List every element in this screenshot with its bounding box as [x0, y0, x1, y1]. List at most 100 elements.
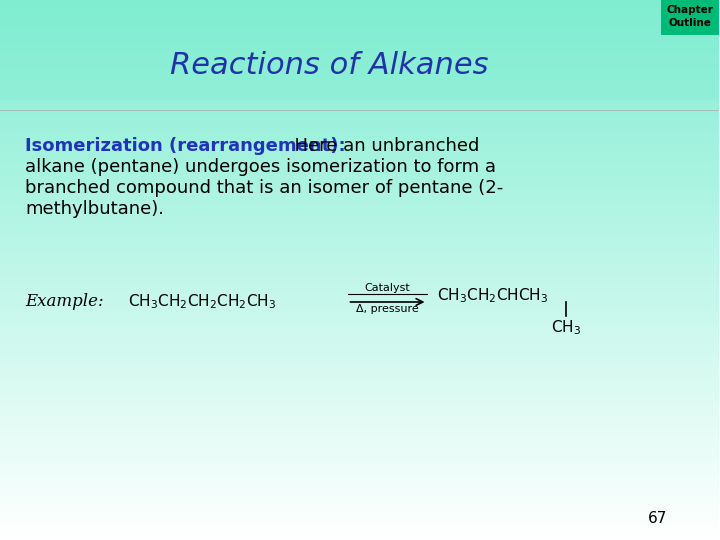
Bar: [0, 192, 719, 194]
Bar: [0, 352, 719, 355]
Bar: [0, 212, 719, 214]
Bar: [0, 194, 719, 196]
Text: 67: 67: [647, 511, 667, 526]
Bar: [0, 228, 719, 231]
Bar: [0, 273, 719, 275]
Bar: [0, 36, 719, 38]
Bar: [0, 32, 719, 34]
Bar: [0, 484, 719, 486]
Bar: [0, 404, 719, 407]
Bar: [0, 298, 719, 301]
Bar: [0, 388, 719, 390]
Bar: [0, 311, 719, 313]
Bar: [0, 9, 719, 11]
Bar: [0, 313, 719, 315]
Text: Outline: Outline: [669, 18, 711, 28]
Bar: [0, 284, 719, 286]
Bar: [0, 482, 719, 484]
Bar: [0, 33, 719, 36]
Bar: [0, 314, 719, 317]
Bar: [0, 174, 719, 177]
Bar: [0, 514, 719, 517]
Bar: [0, 95, 719, 97]
Bar: [0, 291, 719, 293]
Bar: [0, 225, 719, 227]
Bar: [0, 316, 719, 319]
Bar: [0, 26, 719, 29]
Text: methylbutane).: methylbutane).: [25, 200, 164, 218]
Bar: [0, 437, 719, 439]
Bar: [0, 397, 719, 400]
Bar: [0, 195, 719, 198]
Bar: [0, 264, 719, 266]
Bar: [0, 206, 719, 209]
Bar: [0, 505, 719, 508]
Bar: [0, 6, 719, 9]
Bar: [0, 485, 719, 488]
Bar: [0, 37, 719, 39]
Bar: [0, 496, 719, 498]
Bar: [0, 91, 719, 93]
Bar: [0, 475, 719, 477]
Bar: [0, 507, 719, 509]
Bar: [0, 106, 719, 108]
Text: CH$_3$: CH$_3$: [552, 318, 581, 337]
Bar: [0, 93, 719, 96]
Bar: [0, 399, 719, 401]
Bar: [0, 5, 719, 7]
Bar: [0, 527, 719, 529]
Bar: [0, 102, 719, 104]
Bar: [0, 111, 719, 113]
Bar: [0, 431, 719, 434]
Bar: [0, 441, 719, 443]
Bar: [0, 350, 719, 353]
Bar: [0, 255, 719, 258]
Bar: [0, 444, 719, 447]
Bar: [0, 43, 719, 45]
Bar: [0, 127, 719, 130]
Bar: [0, 365, 719, 367]
Bar: [0, 516, 719, 518]
Bar: [0, 356, 719, 358]
Bar: [0, 415, 719, 417]
Bar: [0, 246, 719, 248]
Text: branched compound that is an isomer of pentane (2-: branched compound that is an isomer of p…: [25, 179, 503, 197]
Bar: [0, 19, 719, 22]
Bar: [0, 252, 719, 254]
Bar: [0, 430, 719, 432]
Bar: [0, 276, 719, 279]
Bar: [0, 179, 719, 182]
Bar: [0, 75, 719, 77]
Bar: [0, 70, 719, 72]
Bar: [0, 300, 719, 302]
Bar: [0, 368, 719, 371]
Bar: [0, 269, 719, 272]
Bar: [0, 419, 719, 421]
Bar: [0, 336, 719, 339]
Bar: [0, 384, 719, 387]
Bar: [0, 406, 719, 409]
Bar: [0, 17, 719, 20]
Bar: [0, 465, 719, 468]
Bar: [0, 190, 719, 193]
Bar: [0, 457, 719, 459]
Bar: [0, 422, 719, 425]
Bar: [0, 500, 719, 502]
Bar: [0, 3, 719, 5]
Bar: [0, 171, 719, 173]
Bar: [0, 401, 719, 403]
Bar: [0, 163, 719, 166]
Bar: [0, 77, 719, 79]
Bar: [0, 302, 719, 304]
Bar: [0, 411, 719, 414]
Bar: [0, 183, 719, 185]
Bar: [0, 260, 719, 263]
Bar: [0, 136, 719, 139]
Bar: [0, 534, 719, 536]
Bar: [0, 476, 719, 479]
Bar: [0, 129, 719, 131]
Bar: [0, 377, 719, 380]
Bar: [0, 347, 719, 349]
Bar: [0, 257, 719, 259]
Bar: [0, 63, 719, 65]
